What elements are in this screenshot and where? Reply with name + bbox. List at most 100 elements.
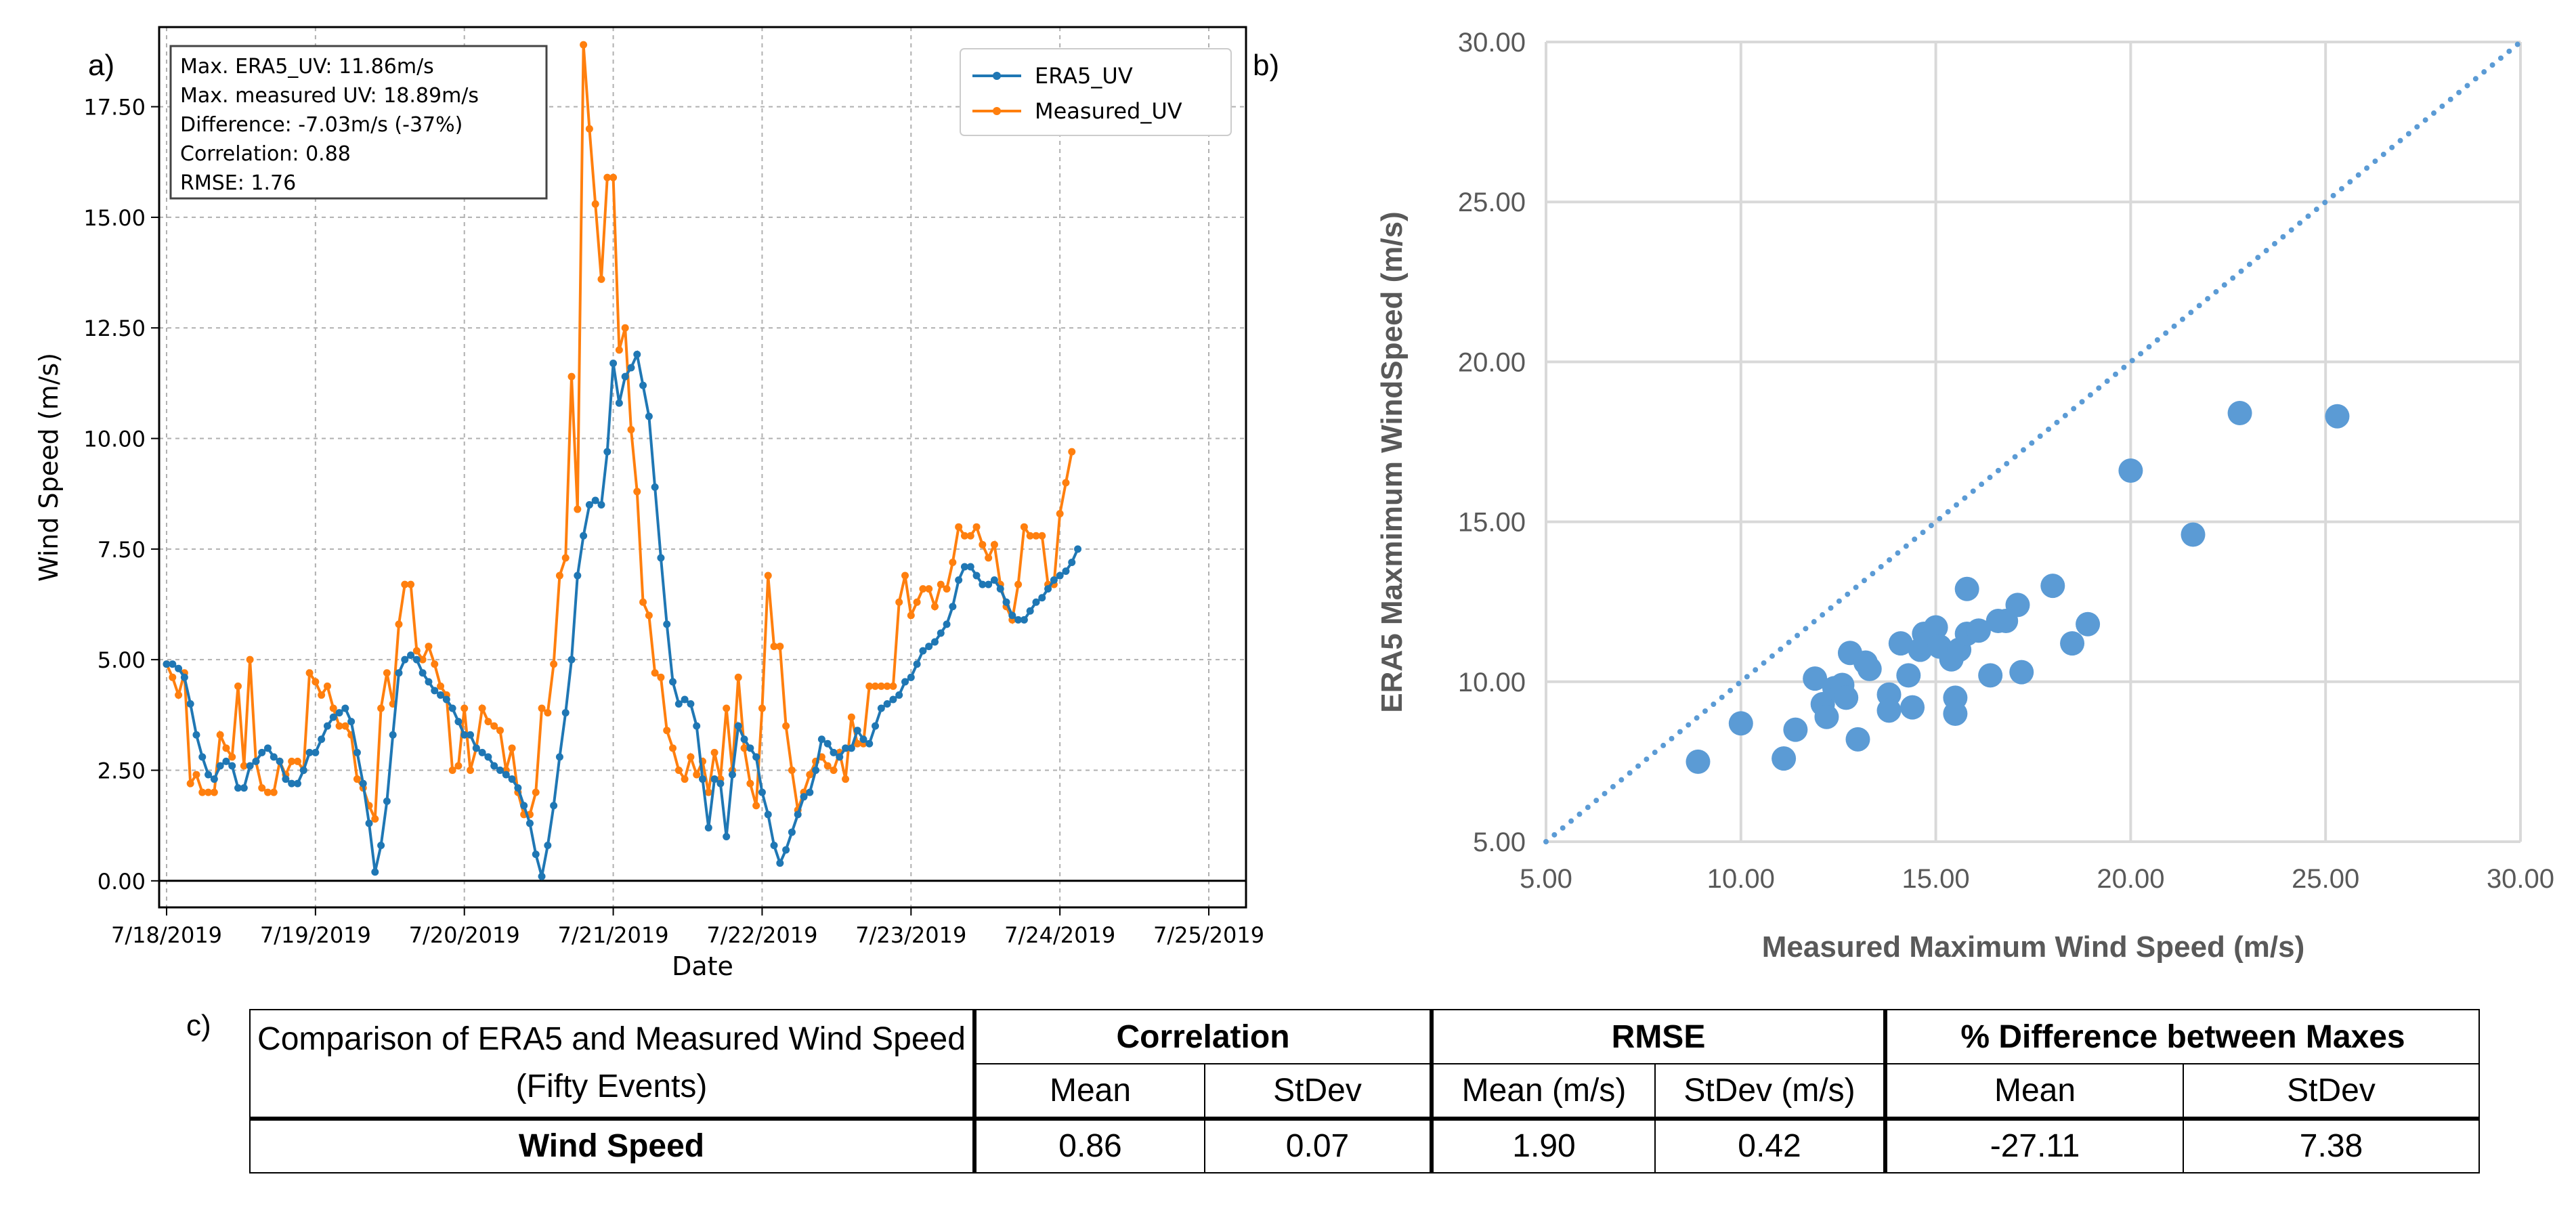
data-point-ERA5_UV xyxy=(740,735,748,744)
data-point-ERA5_UV xyxy=(669,678,677,686)
data-point-Measured_UV xyxy=(270,788,278,796)
data-point-ERA5_UV xyxy=(371,868,379,876)
data-point-ERA5_UV xyxy=(175,664,183,672)
data-point-ERA5_UV xyxy=(943,620,951,628)
data-point-Measured_UV xyxy=(460,704,469,712)
data-point-ERA5_UV xyxy=(460,731,469,739)
data-point-Measured_UV xyxy=(508,744,516,752)
data-point-ERA5_UV xyxy=(293,779,301,788)
data-point-Measured_UV xyxy=(210,788,218,796)
data-point-ERA5_UV xyxy=(180,673,188,681)
data-point-Measured_UV xyxy=(770,643,778,651)
data-point-Measured_UV xyxy=(353,775,361,783)
data-point-Measured_UV xyxy=(425,643,433,651)
data-point-Measured_UV xyxy=(437,682,445,690)
data-point-ERA5_UV xyxy=(842,744,850,752)
data-point-ERA5_UV xyxy=(746,744,754,752)
data-point-ERA5_UV xyxy=(431,687,439,695)
x-tick-label: 7/21/2019 xyxy=(558,922,669,948)
data-point-Measured_UV xyxy=(335,722,343,730)
data-point-ERA5_UV xyxy=(401,655,409,664)
data-point-ERA5_UV xyxy=(437,691,445,699)
data-point-ERA5_UV xyxy=(823,739,832,748)
data-point-ERA5_UV xyxy=(681,695,689,704)
scatter-point xyxy=(1954,576,1979,601)
y-tick-label: 7.50 xyxy=(98,537,146,563)
data-point-Measured_UV xyxy=(966,532,974,540)
table-group-correlation: Correlation xyxy=(972,1008,1432,1065)
data-point-ERA5_UV xyxy=(1002,598,1010,606)
data-point-ERA5_UV xyxy=(484,753,492,761)
table-subheader: Mean xyxy=(972,1063,1205,1119)
y-tick-label: 10.00 xyxy=(1458,668,1526,697)
data-point-ERA5_UV xyxy=(365,819,373,827)
data-point-Measured_UV xyxy=(806,771,814,779)
data-point-Measured_UV xyxy=(490,722,498,730)
data-point-Measured_UV xyxy=(377,704,385,712)
data-point-ERA5_UV xyxy=(979,580,987,588)
data-point-ERA5_UV xyxy=(359,779,367,788)
x-tick-label: 7/24/2019 xyxy=(1004,922,1115,948)
scatter-point xyxy=(2009,660,2034,685)
data-point-Measured_UV xyxy=(955,523,963,531)
scatter-point xyxy=(1966,618,1991,643)
data-point-Measured_UV xyxy=(823,762,832,770)
data-point-ERA5_UV xyxy=(472,744,480,752)
data-point-ERA5_UV xyxy=(442,695,450,704)
data-point-Measured_UV xyxy=(865,682,874,690)
data-point-Measured_UV xyxy=(930,603,939,611)
data-point-ERA5_UV xyxy=(663,620,671,628)
data-point-ERA5_UV xyxy=(329,713,337,721)
data-point-Measured_UV xyxy=(574,505,582,513)
data-point-Measured_UV xyxy=(288,757,296,765)
data-point-Measured_UV xyxy=(484,718,492,726)
data-point-Measured_UV xyxy=(764,572,772,580)
data-point-Measured_UV xyxy=(603,173,611,181)
data-point-ERA5_UV xyxy=(389,731,397,739)
data-point-Measured_UV xyxy=(663,727,671,735)
data-point-ERA5_UV xyxy=(490,762,498,770)
table-cell: 7.38 xyxy=(2183,1116,2480,1174)
data-point-ERA5_UV xyxy=(496,766,504,774)
data-point-Measured_UV xyxy=(943,585,951,593)
stats-annotation-line: Max. ERA5_UV: 11.86m/s xyxy=(180,55,434,79)
data-point-ERA5_UV xyxy=(782,846,790,854)
data-point-Measured_UV xyxy=(627,425,635,433)
data-point-ERA5_UV xyxy=(1074,545,1082,553)
data-point-Measured_UV xyxy=(305,669,314,677)
data-point-Measured_UV xyxy=(776,643,784,651)
data-point-ERA5_UV xyxy=(323,722,331,730)
legend-box xyxy=(960,48,1232,136)
scatter-point xyxy=(1923,615,1948,640)
data-point-Measured_UV xyxy=(788,766,796,774)
data-point-ERA5_UV xyxy=(318,735,326,744)
data-point-Measured_UV xyxy=(323,682,331,690)
table-cell: 0.42 xyxy=(1654,1116,1886,1174)
data-point-ERA5_UV xyxy=(282,775,290,783)
data-point-Measured_UV xyxy=(758,704,766,712)
data-point-ERA5_UV xyxy=(836,753,844,761)
data-point-Measured_UV xyxy=(919,585,927,593)
data-point-ERA5_UV xyxy=(234,784,242,792)
data-point-ERA5_UV xyxy=(1068,558,1076,566)
data-point-ERA5_UV xyxy=(341,704,349,712)
scatter-point xyxy=(2060,631,2085,656)
data-point-Measured_UV xyxy=(972,523,981,531)
y-tick-label: 25.00 xyxy=(1458,188,1526,217)
y-tick-label: 15.00 xyxy=(1458,508,1526,538)
data-point-ERA5_UV xyxy=(467,731,475,739)
data-point-ERA5_UV xyxy=(758,788,766,796)
data-point-Measured_UV xyxy=(693,771,701,779)
y-tick-label: 12.50 xyxy=(83,316,146,341)
data-point-Measured_UV xyxy=(633,488,641,496)
data-point-ERA5_UV xyxy=(252,757,260,765)
data-point-ERA5_UV xyxy=(502,771,510,779)
data-point-ERA5_UV xyxy=(794,811,802,819)
data-point-Measured_UV xyxy=(401,580,409,588)
stats-annotation-line: Max. measured UV: 18.89m/s xyxy=(180,84,479,108)
data-point-ERA5_UV xyxy=(395,669,403,677)
data-point-Measured_UV xyxy=(431,660,439,668)
data-point-ERA5_UV xyxy=(930,638,939,646)
data-point-ERA5_UV xyxy=(1026,607,1034,615)
data-point-ERA5_UV xyxy=(907,673,915,681)
